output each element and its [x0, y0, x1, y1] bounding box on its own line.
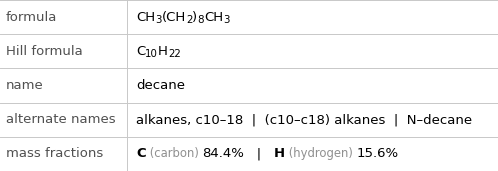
Text: (hydrogen): (hydrogen) — [285, 147, 357, 160]
Text: 3: 3 — [155, 15, 161, 25]
Text: alternate names: alternate names — [6, 113, 116, 126]
Text: 2: 2 — [186, 15, 192, 25]
Text: Hill formula: Hill formula — [6, 45, 83, 58]
Text: CH: CH — [136, 11, 155, 24]
Text: decane: decane — [136, 79, 185, 92]
Text: |: | — [244, 147, 274, 160]
Text: H: H — [158, 45, 168, 58]
Text: name: name — [6, 79, 44, 92]
Text: H: H — [274, 147, 285, 160]
Text: 10: 10 — [145, 49, 158, 59]
Text: (carbon): (carbon) — [145, 147, 202, 160]
Text: alkanes, c10–18  |  (c10–c18) alkanes  |  N–decane: alkanes, c10–18 | (c10–c18) alkanes | N–… — [136, 113, 472, 126]
Text: C: C — [136, 147, 145, 160]
Text: formula: formula — [6, 11, 57, 24]
Text: C: C — [136, 45, 145, 58]
Text: 8: 8 — [197, 15, 204, 25]
Text: (CH: (CH — [161, 11, 186, 24]
Text: CH: CH — [204, 11, 223, 24]
Text: mass fractions: mass fractions — [6, 147, 103, 160]
Text: 3: 3 — [223, 15, 230, 25]
Text: 84.4%: 84.4% — [202, 147, 244, 160]
Text: 22: 22 — [168, 49, 181, 59]
Text: 15.6%: 15.6% — [357, 147, 399, 160]
Text: ): ) — [192, 11, 197, 24]
